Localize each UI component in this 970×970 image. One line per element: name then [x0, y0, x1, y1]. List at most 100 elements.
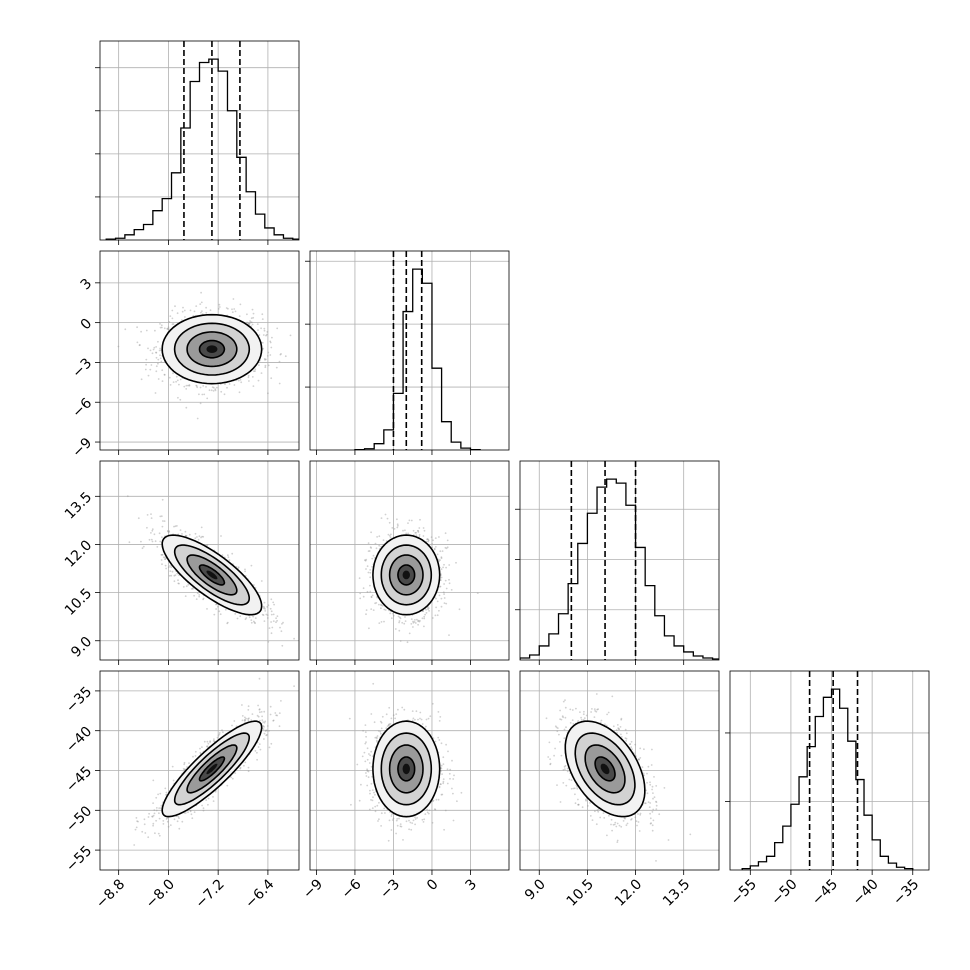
- panel-frame: [309, 250, 510, 451]
- scatter-point: [427, 608, 429, 611]
- scatter-point: [281, 623, 283, 625]
- scatter-point: [367, 550, 370, 552]
- scatter-point: [265, 734, 268, 737]
- scatter-point: [237, 566, 240, 569]
- scatter-point: [442, 566, 444, 569]
- scatter-point: [404, 616, 406, 618]
- scatter-point: [198, 595, 201, 598]
- scatter-point: [444, 579, 447, 582]
- scatter-point: [380, 621, 383, 623]
- panel-frame: [99, 250, 300, 451]
- scatter-point: [431, 546, 434, 549]
- scatter-point: [165, 567, 168, 570]
- scatter-point: [448, 582, 451, 585]
- scatter-point: [194, 532, 197, 535]
- scatter-point: [155, 351, 157, 354]
- scatter-point: [179, 398, 182, 401]
- scatter-point: [417, 529, 419, 532]
- scatter-point: [227, 556, 230, 559]
- scatter-point: [205, 386, 207, 388]
- contour-line: [161, 534, 263, 616]
- scatter-point: [269, 341, 272, 344]
- scatter-point: [185, 406, 188, 409]
- scatter-point: [168, 531, 170, 533]
- scatter-point: [391, 612, 394, 615]
- scatter-point: [398, 629, 401, 632]
- scatter-point: [273, 603, 275, 606]
- scatter-point: [195, 305, 198, 307]
- scatter-point: [167, 328, 170, 330]
- scatter-point: [246, 321, 249, 324]
- scatter-point: [244, 716, 246, 719]
- scatter-point: [184, 316, 186, 318]
- scatter-point: [359, 597, 362, 600]
- scatter-point: [423, 615, 426, 618]
- scatter-point: [213, 613, 216, 616]
- scatter-point: [446, 546, 449, 549]
- scatter-point: [378, 544, 381, 547]
- scatter-point: [438, 536, 440, 538]
- scatter-point: [264, 610, 267, 612]
- scatter-point: [159, 326, 162, 329]
- scatter-point: [218, 610, 221, 613]
- scatter-point: [417, 620, 419, 622]
- scatter-point: [155, 807, 158, 809]
- scatter-point: [430, 536, 433, 538]
- scatter-point: [212, 796, 214, 798]
- scatter-point: [185, 384, 188, 387]
- scatter-point: [138, 344, 141, 347]
- scatter-point: [250, 621, 253, 624]
- scatter-point: [155, 346, 158, 348]
- scatter-point: [161, 525, 164, 528]
- scatter-point: [160, 515, 163, 518]
- scatter-point: [200, 536, 202, 539]
- scatter-point: [257, 704, 259, 707]
- y-tick-label: −9: [69, 435, 95, 461]
- scatter-point: [179, 378, 182, 381]
- contour-line: [198, 564, 226, 586]
- scatter-point: [398, 620, 401, 622]
- scatter-point: [270, 610, 273, 613]
- scatter-point: [233, 308, 236, 310]
- scatter-point: [215, 386, 218, 389]
- scatter-point: [267, 351, 270, 354]
- scatter-point: [171, 570, 174, 573]
- scatter-point: [240, 381, 243, 384]
- y-tick-label: 9.0: [68, 634, 95, 661]
- scatter-point: [262, 347, 265, 350]
- scatter-point: [426, 538, 429, 540]
- scatter-point: [228, 383, 231, 385]
- scatter-point: [267, 641, 270, 643]
- scatter-point: [254, 622, 256, 625]
- scatter-point: [245, 617, 248, 619]
- scatter-point: [272, 601, 275, 604]
- scatter-point: [396, 518, 398, 521]
- scatter-point: [263, 606, 266, 609]
- scatter-point: [401, 621, 404, 624]
- panel-content: [100, 671, 299, 870]
- scatter-point: [251, 308, 254, 311]
- scatter-point: [270, 377, 273, 380]
- scatter-point: [227, 307, 229, 310]
- scatter-point: [417, 619, 420, 622]
- panel-r2-c0: 9.010.512.013.5: [62, 460, 300, 665]
- scatter-point: [249, 321, 252, 324]
- scatter-point: [175, 380, 178, 383]
- scatter-point: [146, 514, 149, 516]
- scatter-point: [149, 368, 152, 371]
- scatter-point: [205, 306, 208, 309]
- scatter-point: [282, 621, 284, 624]
- scatter-point: [261, 318, 264, 320]
- contour-line: [186, 331, 238, 368]
- scatter-point: [166, 327, 169, 330]
- y-tick-label: 3: [78, 276, 96, 294]
- scatter-point: [359, 592, 362, 595]
- scatter-point: [266, 617, 269, 619]
- scatter-point: [171, 317, 174, 320]
- scatter-point: [380, 604, 383, 607]
- scatter-point: [275, 617, 277, 620]
- scatter-point: [151, 815, 154, 818]
- scatter-point: [380, 607, 382, 610]
- scatter-point: [422, 535, 425, 537]
- scatter-point: [365, 558, 368, 561]
